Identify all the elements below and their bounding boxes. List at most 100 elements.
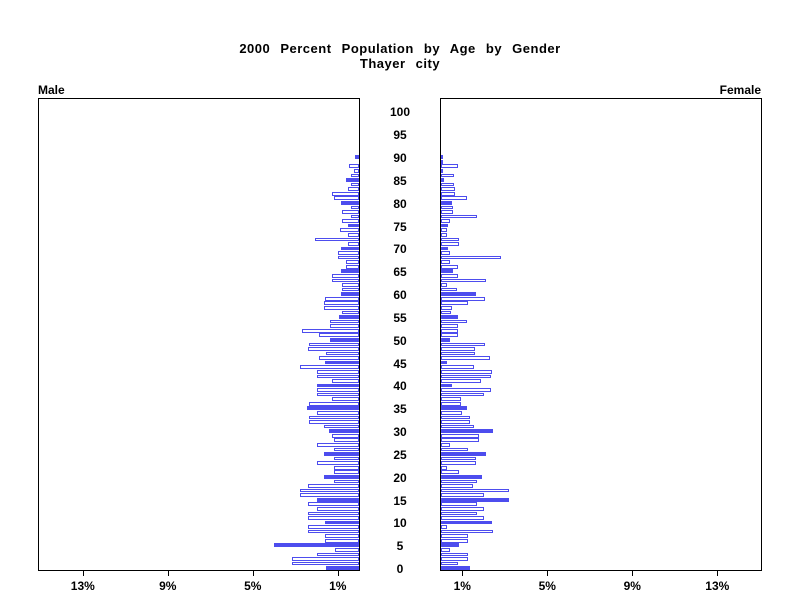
female-bar-age-69: [441, 251, 450, 255]
age-tick-label-60: 60: [393, 288, 407, 302]
female-bar-age-46: [441, 356, 490, 360]
male-bar-age-64: [332, 274, 359, 278]
male-bar-age-45: [325, 360, 359, 365]
male-bar-age-26: [333, 447, 359, 452]
male-bar-age-40: [316, 383, 359, 388]
male-bar-age-66: [346, 264, 359, 269]
right-pct-tick-9: [632, 571, 634, 576]
female-bar-age-66: [441, 264, 458, 269]
female-bar-age-73: [441, 232, 448, 237]
male-bar-age-13: [316, 506, 359, 511]
male-bar-age-41: [332, 379, 359, 383]
female-bar-age-63: [441, 278, 486, 283]
left-pct-tick-label-1: 1%: [329, 579, 347, 593]
age-tick-label-70: 70: [393, 242, 407, 257]
male-bar-age-19: [333, 479, 359, 484]
male-bar-age-84: [350, 182, 359, 187]
female-bar-age-89: [441, 159, 443, 164]
right-pct-tick-label-9: 9%: [623, 579, 641, 593]
male-bar-age-39: [316, 388, 359, 392]
female-bar-age-19: [441, 479, 478, 484]
female-bar-age-75: [441, 223, 449, 228]
male-bar-age-1: [292, 561, 359, 566]
female-bar-age-17: [441, 488, 509, 493]
female-bar-age-37: [441, 397, 462, 402]
female-bar-age-12: [441, 511, 478, 516]
male-bar-age-55: [338, 315, 359, 319]
female-bar-age-67: [441, 260, 450, 265]
male-bar-age-63: [332, 278, 359, 283]
female-bar-age-51: [441, 333, 458, 338]
male-bar-age-35: [306, 406, 359, 411]
female-bar-age-4: [441, 548, 450, 552]
age-tick-label-90: 90: [393, 151, 407, 165]
male-bar-age-77: [350, 214, 359, 219]
female-bar-age-45: [441, 360, 448, 365]
male-bar-age-9: [308, 525, 359, 529]
male-axis-label: Male: [38, 83, 65, 97]
female-bar-age-40: [441, 383, 452, 388]
female-bar-age-85: [441, 178, 445, 182]
female-bar-age-35: [441, 406, 467, 411]
male-bar-age-82: [332, 191, 359, 196]
female-bar-age-50: [441, 337, 450, 342]
male-bar-age-57: [323, 306, 359, 310]
female-bar-age-22: [441, 465, 448, 470]
male-bar-age-0: [326, 566, 359, 570]
male-bar-age-67: [346, 260, 359, 265]
male-bar-age-15: [316, 497, 359, 502]
right-pct-tick-1: [462, 571, 464, 576]
chart-subtitle: Thayer city: [359, 56, 441, 71]
male-bar-age-75: [348, 223, 359, 228]
female-bar-age-24: [441, 456, 477, 461]
female-bar-age-5: [441, 543, 460, 548]
male-bar-age-38: [316, 392, 359, 397]
female-bar-age-90: [441, 155, 444, 159]
male-bar-age-7: [325, 534, 359, 539]
female-bar-age-23: [441, 461, 477, 465]
male-bar-age-76: [342, 219, 359, 223]
age-tick-label-85: 85: [393, 173, 407, 188]
male-bar-age-4: [334, 548, 359, 552]
age-tick-label-10: 10: [393, 516, 407, 531]
male-bar-age-71: [348, 242, 359, 246]
female-bar-age-15: [441, 497, 509, 502]
female-bar-age-0: [441, 566, 470, 570]
female-bar-age-29: [441, 433, 480, 438]
female-bar-age-14: [441, 502, 478, 507]
male-bar-age-59: [325, 296, 359, 301]
male-bar-age-69: [337, 251, 359, 255]
male-bar-age-48: [308, 347, 359, 351]
female-bar-age-83: [441, 187, 455, 191]
female-bar-age-38: [441, 392, 484, 397]
male-bar-age-68: [337, 255, 359, 260]
female-bar-age-68: [441, 255, 501, 260]
male-bar-age-90: [354, 155, 359, 159]
female-bar-age-71: [441, 242, 460, 246]
female-bar-age-25: [441, 452, 486, 456]
male-bar-age-21: [333, 470, 359, 475]
female-bar-age-74: [441, 228, 448, 233]
male-bar-age-30: [329, 429, 359, 433]
male-bar-age-5: [274, 543, 359, 548]
male-bar-age-37: [332, 397, 359, 402]
male-pyramid-panel: [38, 98, 360, 571]
female-bar-age-47: [441, 351, 475, 356]
age-tick-label-30: 30: [393, 425, 407, 439]
female-bar-age-43: [441, 369, 492, 374]
female-bar-age-16: [441, 493, 484, 497]
male-bar-age-32: [309, 420, 359, 424]
male-bar-age-8: [308, 529, 359, 534]
female-bar-age-61: [441, 287, 457, 292]
left-pct-tick-1: [337, 571, 339, 576]
female-bar-age-87: [441, 168, 444, 173]
male-bar-age-34: [316, 411, 359, 415]
female-bar-age-82: [441, 191, 455, 196]
female-bar-age-2: [441, 557, 468, 561]
male-bar-age-11: [308, 516, 359, 520]
male-bar-age-33: [309, 415, 359, 420]
left-pct-tick-9: [167, 571, 169, 576]
female-bar-age-55: [441, 315, 458, 319]
female-pyramid-panel: [440, 98, 762, 571]
male-bar-age-16: [299, 493, 359, 497]
